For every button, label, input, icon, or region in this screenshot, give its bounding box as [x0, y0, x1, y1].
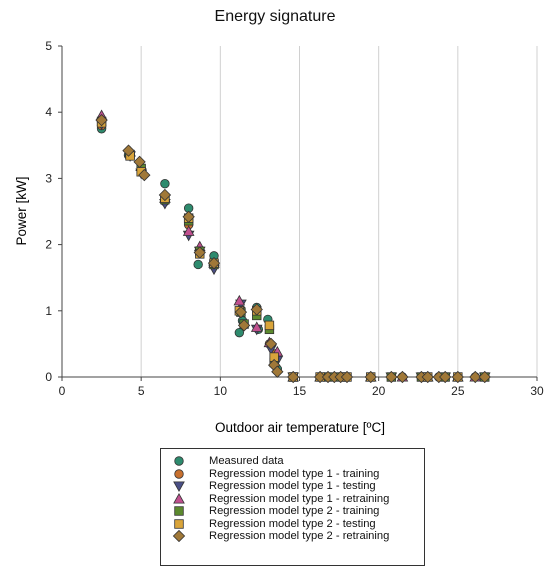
legend-item: Regression model type 1 - retraining: [171, 493, 418, 506]
legend-item: Measured data: [171, 455, 418, 468]
legend-marker: [171, 505, 187, 517]
legend-item: Regression model type 2 - retraining: [171, 530, 418, 543]
data-point: [385, 370, 398, 384]
legend-item: Regression model type 2 - testing: [171, 518, 418, 531]
data-point: [264, 337, 278, 351]
series-4: [95, 109, 482, 382]
data-point: [271, 365, 284, 378]
x-tick-label: 20: [372, 384, 386, 398]
data-point: [396, 370, 409, 384]
y-tick-label: 1: [45, 304, 52, 318]
data-point: [182, 210, 195, 223]
legend-label: Regression model type 2 - retraining: [209, 530, 390, 543]
data-points: [95, 109, 491, 384]
series-6: [96, 118, 463, 382]
data-point: [138, 168, 151, 182]
data-point: [234, 305, 248, 319]
x-tick-label: 25: [451, 384, 465, 398]
y-tick-label: 3: [45, 171, 52, 185]
data-point: [95, 113, 108, 127]
chart-title: Energy signature: [214, 8, 336, 25]
legend-label: Regression model type 2 - testing: [209, 517, 376, 530]
x-tick-label: 30: [530, 384, 544, 398]
chart-plot: 0 5 10 15 20 25 30 0 1 2 3 4 5 Outdoor air temperatu…: [14, 39, 544, 435]
legend-item: Regression model type 1 - training: [171, 468, 418, 481]
data-point: [250, 321, 263, 332]
data-point: [364, 370, 377, 384]
axes: 0 5 10 15 20 25 30 0 1 2 3 4 5: [45, 39, 544, 398]
x-axis-label: Outdoor air temperature [ºC]: [215, 420, 385, 435]
series-1: [96, 124, 490, 382]
data-point: [250, 303, 263, 316]
series-7: [95, 113, 491, 384]
legend-marker-shape: [173, 492, 185, 504]
y-tick-label: 4: [45, 105, 52, 119]
legend-marker-shape: [174, 456, 184, 466]
data-point: [287, 370, 300, 384]
legend-marker-shape: [173, 481, 185, 493]
data-point: [478, 370, 491, 384]
legend-marker: [171, 492, 187, 505]
legend-label: Regression model type 1 - testing: [209, 480, 376, 493]
legend-marker-shape: [174, 506, 184, 516]
gridlines: [140, 46, 538, 377]
y-tick-label: 0: [45, 370, 52, 384]
data-point: [122, 144, 135, 157]
x-tick-label: 0: [59, 384, 66, 398]
data-point: [234, 327, 245, 338]
data-point: [193, 259, 203, 270]
y-axis-label: Power [kW]: [14, 176, 29, 245]
data-point: [421, 370, 434, 384]
legend-marker-shape: [174, 469, 184, 479]
data-point: [207, 256, 221, 270]
x-tick-label: 10: [214, 384, 228, 398]
x-tick-label: 15: [293, 384, 307, 398]
data-point: [193, 246, 206, 259]
y-tick-label: 5: [45, 39, 52, 53]
legend-marker-shape: [174, 519, 184, 529]
legend-marker: [171, 480, 187, 493]
legend-marker: [171, 468, 187, 480]
legend-item: Regression model type 2 - training: [171, 505, 418, 518]
data-point: [264, 320, 275, 331]
data-point: [469, 370, 482, 384]
data-point: [182, 225, 195, 236]
legend-label: Regression model type 1 - retraining: [209, 492, 390, 505]
legend-marker: [171, 518, 187, 530]
data-point: [233, 294, 246, 306]
series-5: [96, 116, 490, 382]
data-point: [158, 188, 172, 202]
data-point: [237, 319, 251, 332]
legend-item: Regression model type 1 - testing: [171, 480, 418, 493]
data-point: [160, 178, 170, 189]
legend-label: Measured data: [209, 455, 284, 468]
data-point: [451, 370, 464, 384]
data-point: [340, 370, 354, 384]
x-tick-label: 5: [138, 384, 145, 398]
y-tick-label: 2: [45, 238, 52, 252]
series-3: [95, 119, 491, 383]
legend: Measured data Regression model type 1 - t…: [160, 448, 425, 566]
legend-marker-shape: [172, 530, 186, 543]
series-2: [96, 120, 490, 382]
data-point: [439, 370, 452, 384]
legend-label: Regression model type 2 - training: [209, 505, 380, 518]
data-point: [133, 155, 146, 169]
legend-label: Regression model type 1 - training: [209, 467, 380, 480]
legend-marker: [171, 530, 187, 543]
legend-marker: [171, 455, 187, 467]
